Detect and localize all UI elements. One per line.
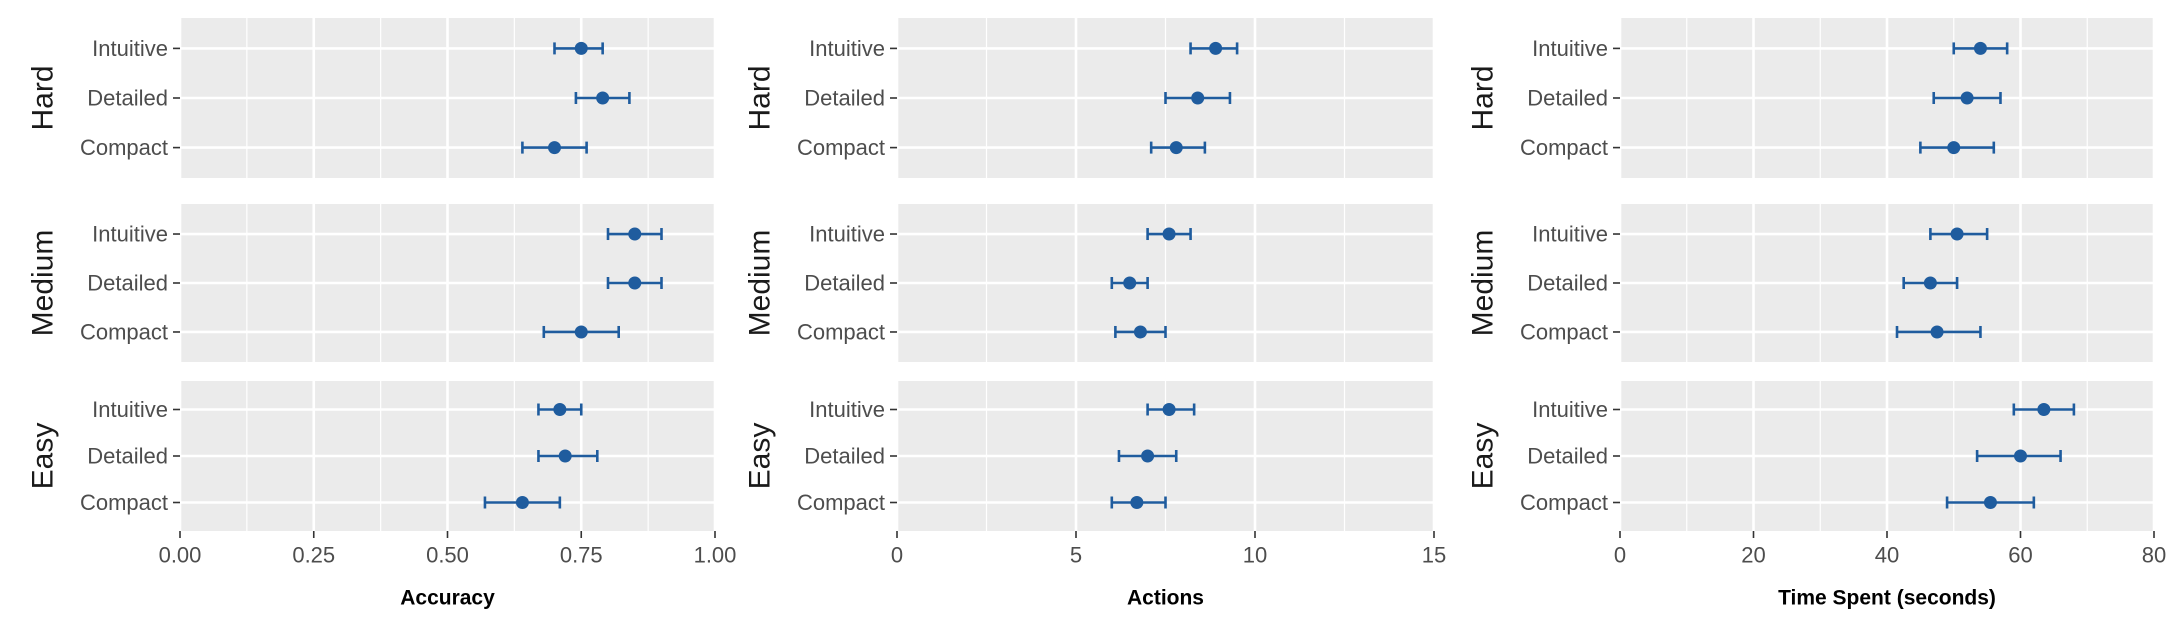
panel-time-spent-seconds-easy: Intuitive Detailed Compact Easy bbox=[1467, 381, 2156, 531]
panel-accuracy-medium: Intuitive Detailed Compact Medium bbox=[27, 204, 717, 362]
row-label-easy: Easy bbox=[744, 423, 777, 490]
y-tick-label-intuitive: Intuitive bbox=[92, 397, 168, 422]
row-label-medium: Medium bbox=[1467, 230, 1500, 337]
x-tick-label: 60 bbox=[2008, 543, 2032, 568]
data-point-intuitive bbox=[2037, 403, 2051, 416]
data-point-detailed bbox=[1191, 91, 1205, 105]
data-point-compact bbox=[1983, 496, 1997, 509]
data-point-intuitive bbox=[1162, 403, 1176, 416]
data-point-compact bbox=[1930, 325, 1944, 339]
y-tick-label-intuitive: Intuitive bbox=[92, 36, 168, 61]
panel-accuracy-easy: Intuitive Detailed Compact Easy bbox=[27, 381, 717, 531]
row-label-easy: Easy bbox=[1467, 423, 1500, 490]
y-tick-label-compact: Compact bbox=[1520, 135, 1608, 160]
y-tick-label-compact: Compact bbox=[797, 135, 885, 160]
row-label-medium: Medium bbox=[744, 230, 777, 337]
data-point-compact bbox=[548, 141, 561, 155]
x-tick-label: 0.00 bbox=[159, 543, 202, 568]
x-tick-label: 15 bbox=[1422, 543, 1446, 568]
x-tick-label: 0.75 bbox=[560, 543, 603, 568]
row-label-medium: Medium bbox=[27, 230, 60, 337]
y-tick-label-compact: Compact bbox=[1520, 490, 1608, 515]
y-tick-label-detailed: Detailed bbox=[1527, 444, 1608, 469]
data-point-compact bbox=[574, 325, 588, 339]
panel-actions-hard: Intuitive Detailed Compact Hard bbox=[744, 18, 1436, 178]
y-tick-label-detailed: Detailed bbox=[1527, 271, 1608, 296]
data-point-detailed bbox=[1141, 449, 1155, 463]
panel-actions-medium: Intuitive Detailed Compact Medium bbox=[744, 204, 1436, 362]
y-tick-label-intuitive: Intuitive bbox=[1532, 222, 1608, 247]
panel-time-spent-seconds-medium: Intuitive Detailed Compact Medium bbox=[1467, 204, 2156, 362]
row-label-easy: Easy bbox=[27, 423, 60, 490]
data-point-compact bbox=[515, 496, 529, 509]
data-point-intuitive bbox=[1209, 41, 1223, 55]
x-tick-label: 0.25 bbox=[292, 543, 335, 568]
y-tick-label-compact: Compact bbox=[797, 490, 885, 515]
y-tick-label-compact: Compact bbox=[1520, 319, 1608, 344]
y-tick-label-detailed: Detailed bbox=[804, 271, 885, 296]
y-tick-label-compact: Compact bbox=[80, 490, 168, 515]
data-point-intuitive bbox=[553, 403, 567, 416]
row-label-hard: Hard bbox=[1467, 65, 1500, 130]
data-point-compact bbox=[1947, 141, 1961, 155]
data-point-detailed bbox=[1123, 276, 1137, 290]
y-tick-label-compact: Compact bbox=[797, 319, 885, 344]
x-tick-label: 0 bbox=[891, 543, 903, 568]
y-tick-label-intuitive: Intuitive bbox=[1532, 36, 1608, 61]
x-tick-label: 10 bbox=[1243, 543, 1267, 568]
x-tick-label: 40 bbox=[1875, 543, 1899, 568]
x-axis-accuracy: 0.00 0.25 0.50 0.75 1.00 Accuracy bbox=[159, 531, 737, 610]
panel-actions-easy: Intuitive Detailed Compact Easy bbox=[744, 381, 1436, 531]
x-axis-title-accuracy: Accuracy bbox=[400, 587, 495, 610]
data-point-compact bbox=[1133, 325, 1147, 339]
x-axis-title-time-spent-seconds: Time Spent (seconds) bbox=[1778, 587, 1996, 610]
y-tick-label-detailed: Detailed bbox=[87, 86, 168, 111]
x-axis-actions: 0 5 10 15 Actions bbox=[891, 531, 1446, 610]
data-point-detailed bbox=[2014, 449, 2027, 463]
data-point-intuitive bbox=[574, 41, 588, 55]
row-label-hard: Hard bbox=[744, 65, 777, 130]
y-tick-label-detailed: Detailed bbox=[87, 444, 168, 469]
data-point-detailed bbox=[628, 276, 642, 290]
y-tick-label-intuitive: Intuitive bbox=[92, 222, 168, 247]
data-point-compact bbox=[1169, 141, 1183, 155]
row-label-hard: Hard bbox=[27, 65, 60, 130]
data-point-detailed bbox=[596, 91, 610, 105]
y-tick-label-detailed: Detailed bbox=[1527, 86, 1608, 111]
y-tick-label-detailed: Detailed bbox=[804, 86, 885, 111]
data-point-intuitive bbox=[628, 227, 642, 241]
x-axis-title-actions: Actions bbox=[1127, 587, 1204, 610]
y-tick-label-compact: Compact bbox=[80, 135, 168, 160]
y-tick-label-compact: Compact bbox=[80, 319, 168, 344]
y-tick-label-detailed: Detailed bbox=[87, 271, 168, 296]
x-axis-time-spent-seconds: 0 20 40 60 80 Time Spent (seconds) bbox=[1614, 531, 2166, 610]
y-tick-label-detailed: Detailed bbox=[804, 444, 885, 469]
y-tick-label-intuitive: Intuitive bbox=[809, 222, 885, 247]
y-tick-label-intuitive: Intuitive bbox=[809, 36, 885, 61]
data-point-detailed bbox=[1960, 91, 1974, 105]
panel-time-spent-seconds-hard: Intuitive Detailed Compact Hard bbox=[1467, 18, 2156, 178]
data-point-intuitive bbox=[1973, 41, 1987, 55]
data-point-detailed bbox=[558, 449, 572, 463]
y-tick-label-intuitive: Intuitive bbox=[1532, 397, 1608, 422]
y-tick-label-intuitive: Intuitive bbox=[809, 397, 885, 422]
x-tick-label: 1.00 bbox=[694, 543, 737, 568]
data-point-compact bbox=[1130, 496, 1144, 509]
x-tick-label: 0.50 bbox=[426, 543, 469, 568]
data-point-intuitive bbox=[1950, 227, 1964, 241]
x-tick-label: 20 bbox=[1741, 543, 1765, 568]
x-tick-label: 80 bbox=[2142, 543, 2166, 568]
panel-accuracy-hard: Intuitive Detailed Compact Hard bbox=[27, 18, 717, 178]
data-point-detailed bbox=[1923, 276, 1937, 290]
x-tick-label: 0 bbox=[1614, 543, 1626, 568]
data-point-intuitive bbox=[1162, 227, 1176, 241]
x-tick-label: 5 bbox=[1070, 543, 1082, 568]
